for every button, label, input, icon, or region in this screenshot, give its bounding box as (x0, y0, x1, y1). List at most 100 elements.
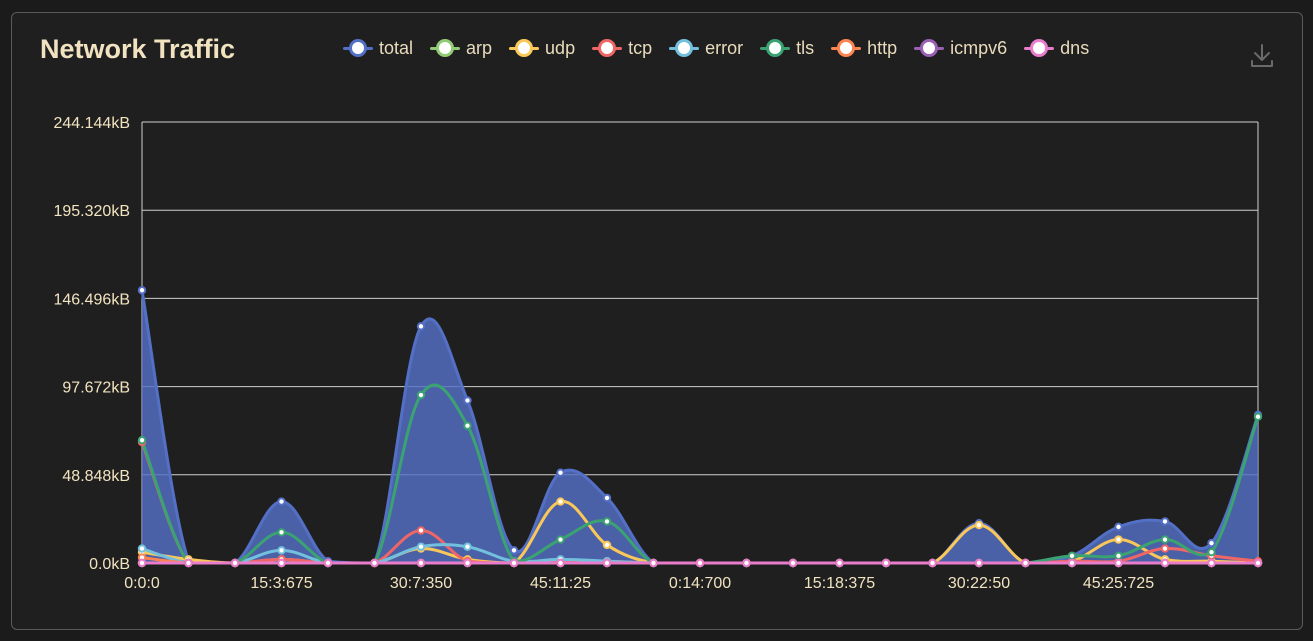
data-point-dns[interactable] (1114, 558, 1123, 568)
data-point-tcp[interactable] (1160, 544, 1170, 553)
legend-label: http (867, 38, 898, 58)
legend-marker (760, 38, 791, 58)
legend-label: udp (545, 38, 576, 58)
data-point-dns[interactable] (1067, 558, 1077, 568)
download-icon (1251, 44, 1273, 67)
data-point-dns[interactable] (463, 558, 472, 568)
legend-marker (1024, 38, 1055, 58)
x-tick-label: 45:11:25 (530, 575, 591, 592)
data-point-dns[interactable] (509, 558, 519, 568)
data-point-tls[interactable] (1114, 551, 1123, 560)
data-point-total[interactable] (1207, 538, 1216, 548)
data-point-total[interactable] (277, 497, 286, 506)
data-point-dns[interactable] (788, 558, 798, 568)
data-point-dns[interactable] (1021, 558, 1030, 568)
data-point-error[interactable] (416, 542, 426, 551)
y-tick-label: 0.0kB (89, 556, 130, 573)
data-point-dns[interactable] (1207, 558, 1216, 568)
data-point-dns[interactable] (1160, 558, 1170, 568)
data-point-dns[interactable] (230, 558, 240, 568)
data-point-udp[interactable] (974, 520, 984, 530)
data-point-tls[interactable] (137, 435, 147, 445)
legend-item-dns[interactable]: dns (1024, 38, 1089, 58)
data-point-total[interactable] (556, 468, 565, 477)
data-point-dns[interactable] (1253, 558, 1263, 568)
legend-label: arp (466, 38, 493, 58)
legend-item-arp[interactable]: arp (430, 38, 492, 58)
data-point-total[interactable] (509, 546, 519, 555)
data-point-tls[interactable] (277, 528, 286, 537)
data-point-tls[interactable] (1253, 412, 1263, 421)
legend-label: tcp (628, 38, 653, 58)
x-tick-label: 0:0:0 (124, 575, 160, 592)
data-point-udp[interactable] (556, 497, 565, 506)
data-point-total[interactable] (1160, 517, 1170, 526)
x-tick-label: 0:14:700 (669, 575, 731, 592)
data-point-dns[interactable] (184, 558, 193, 568)
x-tick-label: 30:7:350 (390, 575, 452, 592)
data-point-dns[interactable] (556, 558, 565, 568)
data-point-tls[interactable] (1160, 535, 1170, 544)
data-point-error[interactable] (463, 542, 472, 551)
legend-item-http[interactable]: http (831, 38, 897, 58)
grid (141, 121, 1259, 564)
y-tick-label: 48.848kB (62, 468, 130, 485)
data-point-dns[interactable] (742, 558, 751, 568)
legend-marker (343, 38, 373, 58)
data-point-total[interactable] (416, 322, 426, 331)
data-point-dns[interactable] (695, 558, 705, 568)
data-point-dns[interactable] (370, 558, 379, 568)
data-point-dns[interactable] (602, 558, 612, 568)
y-tick-label: 195.320kB (53, 203, 130, 220)
legend-item-tls[interactable]: tls (760, 38, 814, 58)
data-point-dns[interactable] (323, 558, 333, 568)
page-title: Network Traffic (40, 34, 236, 64)
data-point-error[interactable] (137, 544, 147, 553)
x-axis-ticks: 0:0:0 15:3:675 30:7:350 45:11:25 0:14:700 15:… (124, 575, 1154, 592)
data-point-dns[interactable] (649, 558, 658, 568)
legend-label: error (705, 38, 744, 58)
data-point-total[interactable] (602, 493, 612, 503)
download-button[interactable] (1246, 40, 1278, 72)
data-point-total[interactable] (463, 396, 472, 405)
legend-item-total[interactable]: total (343, 38, 413, 58)
data-point-error[interactable] (277, 546, 286, 555)
data-point-tls[interactable] (416, 390, 426, 400)
data-point-tls[interactable] (1067, 551, 1077, 560)
data-point-tls[interactable] (602, 517, 612, 526)
data-point-tls[interactable] (1207, 547, 1216, 557)
legend-item-error[interactable]: error (669, 38, 743, 58)
x-tick-label: 30:22:50 (948, 575, 1010, 592)
legend-label: tls (796, 38, 815, 58)
legend-item-udp[interactable]: udp (509, 38, 575, 58)
legend-item-tcp[interactable]: tcp (592, 38, 652, 58)
legend-marker (914, 38, 945, 58)
data-point-dns[interactable] (974, 558, 984, 568)
data-point-dns[interactable] (928, 558, 937, 568)
legend-marker (831, 38, 862, 58)
legend-marker (592, 38, 623, 58)
data-point-dns[interactable] (137, 558, 147, 568)
series-layer (140, 289, 1260, 565)
chart-panel (11, 12, 1303, 630)
series-line-total (140, 289, 1260, 565)
series-area-total (142, 290, 1258, 563)
data-point-total[interactable] (1114, 522, 1123, 532)
y-tick-label: 97.672kB (62, 380, 130, 397)
data-point-total[interactable] (137, 286, 147, 295)
data-point-dns[interactable] (835, 558, 844, 568)
data-point-dns[interactable] (881, 558, 891, 568)
legend-label: total (379, 38, 414, 58)
legend-marker (669, 38, 700, 58)
data-point-tls[interactable] (556, 535, 565, 544)
data-point-tls[interactable] (463, 421, 472, 430)
data-point-tcp[interactable] (416, 526, 426, 535)
data-point-udp[interactable] (602, 540, 612, 550)
y-axis-ticks: 0.0kB 48.848kB 97.672kB 146.496kB 195.320kB 2… (53, 115, 130, 573)
data-point-dns[interactable] (277, 558, 286, 568)
legend-item-icmpv6[interactable]: icmpv6 (914, 38, 1007, 58)
data-point-udp[interactable] (1114, 535, 1123, 544)
data-point-dns[interactable] (416, 558, 426, 568)
point-layer (137, 286, 1263, 568)
